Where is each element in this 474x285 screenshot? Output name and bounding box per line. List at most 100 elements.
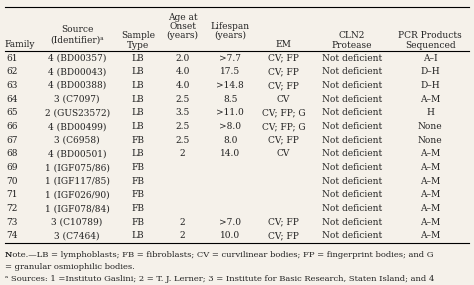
Text: 4 (BD00043): 4 (BD00043) bbox=[48, 67, 106, 76]
Text: 1 (IGF117/85): 1 (IGF117/85) bbox=[45, 177, 109, 186]
Text: (Identifier)ᵃ: (Identifier)ᵃ bbox=[50, 35, 104, 44]
Text: Not deficient: Not deficient bbox=[322, 54, 382, 63]
Text: 1 (IGF026/90): 1 (IGF026/90) bbox=[45, 190, 109, 200]
Text: LB: LB bbox=[132, 149, 145, 158]
Text: Sample: Sample bbox=[121, 31, 155, 40]
Text: 2.5: 2.5 bbox=[175, 122, 190, 131]
Text: 4 (BD00501): 4 (BD00501) bbox=[48, 149, 106, 158]
Text: CV; FP; G: CV; FP; G bbox=[262, 122, 305, 131]
Text: Source: Source bbox=[61, 25, 93, 34]
Text: 62: 62 bbox=[6, 67, 18, 76]
Text: Sequenced: Sequenced bbox=[405, 40, 456, 50]
Text: Onset: Onset bbox=[169, 22, 196, 31]
Text: >14.8: >14.8 bbox=[217, 81, 244, 90]
Text: 3.5: 3.5 bbox=[175, 108, 190, 117]
Text: A–M: A–M bbox=[420, 163, 440, 172]
Text: 61: 61 bbox=[6, 54, 18, 63]
Text: 2: 2 bbox=[180, 218, 185, 227]
Text: 3 (C10789): 3 (C10789) bbox=[52, 218, 103, 227]
Text: 8.5: 8.5 bbox=[223, 95, 237, 104]
Text: CV; FP: CV; FP bbox=[268, 81, 299, 90]
Text: EM: EM bbox=[275, 40, 292, 49]
Text: FB: FB bbox=[132, 163, 145, 172]
Text: 2.5: 2.5 bbox=[175, 95, 190, 104]
Text: PCR Products: PCR Products bbox=[398, 31, 462, 40]
Text: 2 (GUS23572): 2 (GUS23572) bbox=[45, 108, 109, 117]
Text: >11.0: >11.0 bbox=[217, 108, 244, 117]
Text: LB: LB bbox=[132, 231, 145, 241]
Text: N: N bbox=[5, 251, 12, 259]
Text: LB: LB bbox=[132, 122, 145, 131]
Text: 74: 74 bbox=[6, 231, 18, 241]
Text: = granular osmiophilic bodies.: = granular osmiophilic bodies. bbox=[5, 263, 135, 271]
Text: Not deficient: Not deficient bbox=[322, 95, 382, 104]
Text: Type: Type bbox=[127, 40, 149, 50]
Text: LB: LB bbox=[132, 108, 145, 117]
Text: >7.0: >7.0 bbox=[219, 218, 241, 227]
Text: None: None bbox=[418, 136, 442, 145]
Text: 4.0: 4.0 bbox=[175, 67, 190, 76]
Text: CV: CV bbox=[277, 95, 290, 104]
Text: Not deficient: Not deficient bbox=[322, 67, 382, 76]
Text: H: H bbox=[426, 108, 434, 117]
Text: Not deficient: Not deficient bbox=[322, 218, 382, 227]
Text: 68: 68 bbox=[6, 149, 18, 158]
Text: (years): (years) bbox=[166, 31, 199, 40]
Text: FB: FB bbox=[132, 204, 145, 213]
Text: 66: 66 bbox=[6, 122, 18, 131]
Text: 1 (IGF078/84): 1 (IGF078/84) bbox=[45, 204, 109, 213]
Text: CV; FP: CV; FP bbox=[268, 67, 299, 76]
Text: 8.0: 8.0 bbox=[223, 136, 237, 145]
Text: Not deficient: Not deficient bbox=[322, 163, 382, 172]
Text: 67: 67 bbox=[6, 136, 18, 145]
Text: LB: LB bbox=[132, 95, 145, 104]
Text: A–M: A–M bbox=[420, 190, 440, 200]
Text: Family: Family bbox=[5, 40, 35, 49]
Text: 2: 2 bbox=[180, 231, 185, 241]
Text: 4 (BD00357): 4 (BD00357) bbox=[48, 54, 106, 63]
Text: 72: 72 bbox=[6, 204, 18, 213]
Text: Not deficient: Not deficient bbox=[322, 190, 382, 200]
Text: Protease: Protease bbox=[331, 40, 372, 50]
Text: D–H: D–H bbox=[420, 81, 440, 90]
Text: None: None bbox=[418, 122, 442, 131]
Text: CV; FP: CV; FP bbox=[268, 136, 299, 145]
Text: CV; FP: CV; FP bbox=[268, 231, 299, 241]
Text: A–I: A–I bbox=[423, 54, 438, 63]
Text: A–M: A–M bbox=[420, 218, 440, 227]
Text: Not deficient: Not deficient bbox=[322, 231, 382, 241]
Text: D–H: D–H bbox=[420, 67, 440, 76]
Text: FB: FB bbox=[132, 218, 145, 227]
Text: 4 (BD00499): 4 (BD00499) bbox=[48, 122, 106, 131]
Text: A–M: A–M bbox=[420, 149, 440, 158]
Text: A–M: A–M bbox=[420, 231, 440, 241]
Text: 2.5: 2.5 bbox=[175, 136, 190, 145]
Text: Not deficient: Not deficient bbox=[322, 136, 382, 145]
Text: A–M: A–M bbox=[420, 177, 440, 186]
Text: ᵃ Sources: 1 =Instituto Gaslini; 2 = T. J. Lerner; 3 = Institute for Basic Resea: ᵃ Sources: 1 =Instituto Gaslini; 2 = T. … bbox=[5, 275, 434, 283]
Text: CV: CV bbox=[277, 149, 290, 158]
Text: 2: 2 bbox=[180, 149, 185, 158]
Text: 64: 64 bbox=[6, 95, 18, 104]
Text: 69: 69 bbox=[6, 163, 18, 172]
Text: A–M: A–M bbox=[420, 95, 440, 104]
Text: 63: 63 bbox=[6, 81, 18, 90]
Text: CV; FP; G: CV; FP; G bbox=[262, 108, 305, 117]
Text: 70: 70 bbox=[6, 177, 18, 186]
Text: 2.0: 2.0 bbox=[175, 54, 190, 63]
Text: FB: FB bbox=[132, 177, 145, 186]
Text: LB: LB bbox=[132, 67, 145, 76]
Text: 73: 73 bbox=[6, 218, 18, 227]
Text: 3 (C7464): 3 (C7464) bbox=[55, 231, 100, 241]
Text: 14.0: 14.0 bbox=[220, 149, 240, 158]
Text: Not deficient: Not deficient bbox=[322, 177, 382, 186]
Text: 17.5: 17.5 bbox=[220, 67, 240, 76]
Text: FB: FB bbox=[132, 136, 145, 145]
Text: >7.7: >7.7 bbox=[219, 54, 241, 63]
Text: 1 (IGF075/86): 1 (IGF075/86) bbox=[45, 163, 109, 172]
Text: Age at: Age at bbox=[168, 13, 197, 22]
Text: 10.0: 10.0 bbox=[220, 231, 240, 241]
Text: (years): (years) bbox=[214, 31, 246, 40]
Text: 71: 71 bbox=[6, 190, 18, 200]
Text: 4.0: 4.0 bbox=[175, 81, 190, 90]
